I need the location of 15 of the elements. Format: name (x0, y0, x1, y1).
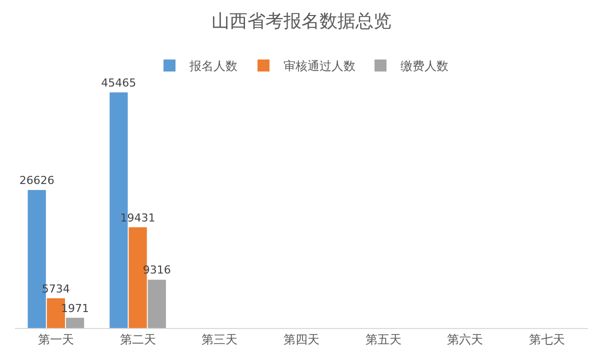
x-tick-label: 第六天 (447, 332, 484, 346)
bar (66, 318, 84, 328)
x-tick-label: 第七天 (529, 332, 566, 346)
chart-title: 山西省考报名数据总览 (212, 11, 392, 32)
x-tick-label: 第五天 (365, 332, 402, 346)
x-tick-label: 第四天 (284, 332, 320, 346)
x-tick-label: 第三天 (202, 332, 238, 346)
x-tick-label: 第一天 (38, 332, 74, 346)
data-label: 45465 (101, 76, 136, 90)
x-tick-label: 第二天 (120, 332, 156, 346)
legend-label: 缴费人数 (400, 59, 448, 74)
legend-label: 审核通过人数 (284, 59, 356, 74)
legend-label: 报名人数 (188, 59, 238, 74)
bar (148, 280, 166, 328)
data-label: 26626 (19, 174, 54, 188)
